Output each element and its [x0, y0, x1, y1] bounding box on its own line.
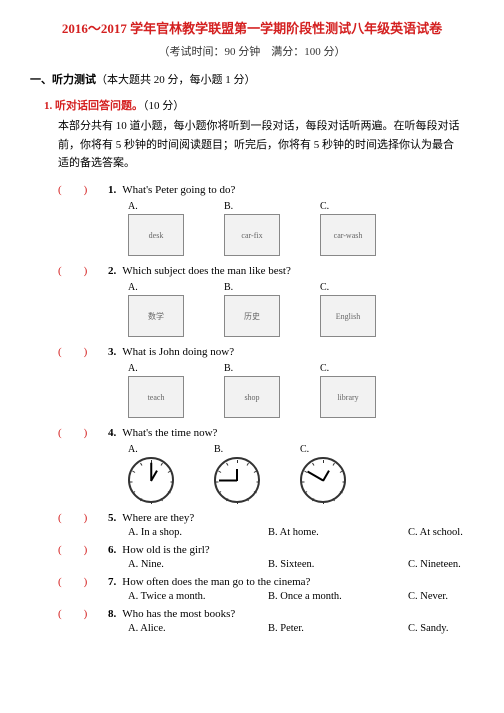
choice: A. Alice.	[128, 623, 238, 634]
choice-row: A. Twice a month.B. Once a month.C. Neve…	[128, 591, 474, 602]
question-number: 5.	[108, 512, 116, 524]
answer-paren[interactable]: ( )	[58, 509, 108, 525]
choice: B. shop	[224, 363, 280, 418]
choice-label: C.	[300, 444, 309, 455]
question: ( )8. Who has the most books? A. Alice. B. …	[58, 605, 474, 634]
question-text: Where are they?	[122, 512, 194, 524]
choice: C. Nineteen.	[408, 559, 504, 570]
answer-paren[interactable]: ( )	[58, 181, 108, 197]
question: ( )2. Which subject does the man like bes…	[58, 262, 474, 337]
choice-label: A.	[128, 282, 138, 293]
choice: C.	[300, 444, 346, 503]
answer-paren[interactable]: ( )	[58, 343, 108, 359]
clock-icon	[128, 457, 174, 503]
choice: C. Sandy.	[408, 623, 504, 634]
choice-label: A.	[128, 444, 138, 455]
choice-label: B.	[224, 363, 233, 374]
choice: B. Once a month.	[268, 591, 378, 602]
choice-image: teach	[128, 376, 184, 418]
choice: A. teach	[128, 363, 184, 418]
choice-image: 历史	[224, 295, 280, 337]
choice-image: car-fix	[224, 214, 280, 256]
choice: A. Twice a month.	[128, 591, 238, 602]
choice-row: A. Nine.B. Sixteen.C. Nineteen.	[128, 559, 474, 570]
instructions-text: 本部分共有 10 道小题，每小题你将听到一段对话，每段对话听两遍。在听每段对话前…	[58, 117, 464, 173]
choice: A. In a shop.	[128, 527, 238, 538]
choice-image: shop	[224, 376, 280, 418]
clock-icon	[214, 457, 260, 503]
choice-label: C.	[320, 201, 329, 212]
choice-row: A. B. C.	[128, 444, 474, 503]
choice-label: C.	[320, 363, 329, 374]
choice-row: A. desk B. car-fix C. car-wash	[128, 201, 474, 256]
question: ( )6. How old is the girl? A. Nine. B. Sixt…	[58, 541, 474, 570]
exam-subtitle: （考试时间：90 分钟 满分：100 分）	[30, 43, 474, 59]
choice: C. At school.	[408, 527, 504, 538]
answer-paren[interactable]: ( )	[58, 262, 108, 278]
question: ( )5. Where are they? A. In a shop. B. At h…	[58, 509, 474, 538]
time-note: （考试时间：90 分钟	[159, 46, 261, 58]
answer-paren[interactable]: ( )	[58, 605, 108, 621]
question-text: Who has the most books?	[122, 608, 235, 620]
section-1-note: （本大题共 20 分，每小题 1 分）	[96, 74, 256, 86]
question-number: 8.	[108, 608, 116, 620]
choice-label: C.	[320, 282, 329, 293]
choice-row: A. teach B. shop C. library	[128, 363, 474, 418]
choice-label: B.	[224, 201, 233, 212]
choice-row: A. In a shop.B. At home.C. At school.	[128, 527, 474, 538]
choice-label: A.	[128, 201, 138, 212]
choice: C. English	[320, 282, 376, 337]
choice-label: B.	[214, 444, 223, 455]
choice: C. Never.	[408, 591, 504, 602]
sub-1-score: （10 分）	[143, 100, 184, 112]
choice: B. Sixteen.	[268, 559, 378, 570]
answer-paren[interactable]: ( )	[58, 541, 108, 557]
question: ( )1. What's Peter going to do? A. desk B. ca…	[58, 181, 474, 256]
question-text: How often does the man go to the cinema?	[122, 576, 310, 588]
choice-image: English	[320, 295, 376, 337]
section-1-heading: 一、听力测试（本大题共 20 分，每小题 1 分）	[30, 71, 474, 87]
choice-image: car-wash	[320, 214, 376, 256]
choice: B. car-fix	[224, 201, 280, 256]
section-1-label: 一、听力测试	[30, 74, 96, 86]
question-text: What's the time now?	[122, 427, 217, 439]
answer-paren[interactable]: ( )	[58, 573, 108, 589]
question-number: 3.	[108, 346, 116, 358]
question-number: 2.	[108, 265, 116, 277]
choice: A. 数学	[128, 282, 184, 337]
sub-1-label: 1. 听对话回答问题。	[44, 100, 143, 112]
choice: B.	[214, 444, 260, 503]
choice-label: A.	[128, 363, 138, 374]
choice-image: desk	[128, 214, 184, 256]
choice: A.	[128, 444, 174, 503]
sub-section-heading: 1. 听对话回答问题。（10 分）	[44, 97, 474, 113]
choice: B. 历史	[224, 282, 280, 337]
choice: B. Peter.	[268, 623, 378, 634]
question: ( )7. How often does the man go to the ci…	[58, 573, 474, 602]
choice-label: B.	[224, 282, 233, 293]
question-number: 7.	[108, 576, 116, 588]
question-number: 6.	[108, 544, 116, 556]
answer-paren[interactable]: ( )	[58, 424, 108, 440]
choice: A. desk	[128, 201, 184, 256]
choice: C. car-wash	[320, 201, 376, 256]
question-text: Which subject does the man like best?	[122, 265, 291, 277]
choice: A. Nine.	[128, 559, 238, 570]
question: ( )4. What's the time now? A. B. C.	[58, 424, 474, 503]
choice-image: 数学	[128, 295, 184, 337]
question-text: How old is the girl?	[122, 544, 209, 556]
choice-row: A. Alice.B. Peter.C. Sandy.	[128, 623, 474, 634]
choice-image: library	[320, 376, 376, 418]
choice: C. library	[320, 363, 376, 418]
question: ( )3. What is John doing now? A. teach B. sho…	[58, 343, 474, 418]
question-number: 4.	[108, 427, 116, 439]
clock-icon	[300, 457, 346, 503]
score-note: 满分：100 分）	[271, 46, 345, 58]
question-text: What's Peter going to do?	[122, 184, 235, 196]
question-number: 1.	[108, 184, 116, 196]
choice: B. At home.	[268, 527, 378, 538]
choice-row: A. 数学 B. 历史 C. English	[128, 282, 474, 337]
question-text: What is John doing now?	[122, 346, 234, 358]
exam-title: 2016～2017 学年官林教学联盟第一学期阶段性测试八年级英语试卷	[30, 18, 474, 37]
